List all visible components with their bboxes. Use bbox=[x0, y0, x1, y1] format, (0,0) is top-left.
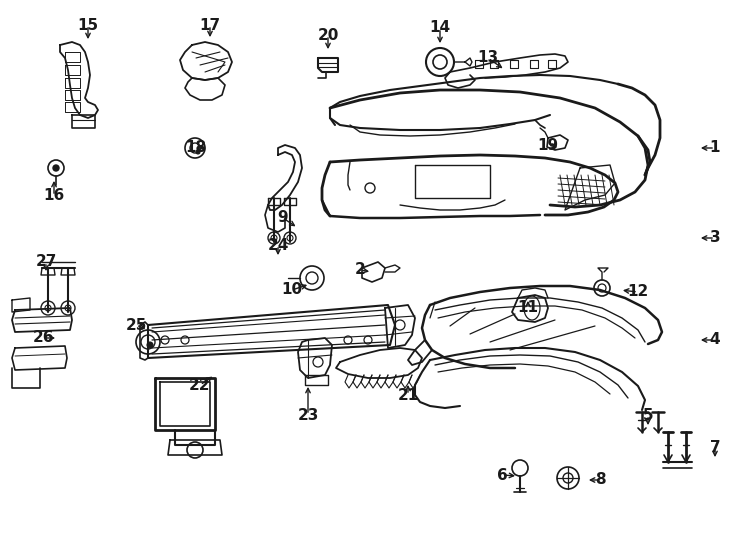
Circle shape bbox=[147, 342, 153, 348]
Text: 16: 16 bbox=[43, 188, 65, 204]
Text: 14: 14 bbox=[429, 21, 451, 36]
Text: 6: 6 bbox=[497, 468, 507, 483]
Text: 10: 10 bbox=[281, 282, 302, 298]
Circle shape bbox=[53, 165, 59, 171]
Text: 19: 19 bbox=[537, 138, 559, 152]
Text: 7: 7 bbox=[710, 441, 720, 456]
Text: 17: 17 bbox=[200, 17, 220, 32]
Text: 2: 2 bbox=[355, 262, 366, 278]
Text: 21: 21 bbox=[397, 388, 418, 402]
Text: 8: 8 bbox=[595, 472, 606, 488]
Text: 22: 22 bbox=[189, 377, 211, 393]
Circle shape bbox=[196, 150, 200, 154]
Text: 27: 27 bbox=[35, 254, 57, 269]
Text: 1: 1 bbox=[710, 140, 720, 156]
Text: 26: 26 bbox=[33, 330, 55, 346]
Text: 12: 12 bbox=[628, 285, 649, 300]
Text: 9: 9 bbox=[277, 211, 288, 226]
Text: 23: 23 bbox=[297, 408, 319, 422]
Text: 15: 15 bbox=[78, 17, 98, 32]
Text: 3: 3 bbox=[710, 231, 720, 246]
Text: 24: 24 bbox=[267, 238, 288, 253]
Text: 11: 11 bbox=[517, 300, 539, 315]
Text: 18: 18 bbox=[186, 140, 206, 156]
Text: 25: 25 bbox=[126, 318, 147, 333]
Text: 4: 4 bbox=[710, 333, 720, 348]
Text: 5: 5 bbox=[643, 408, 653, 422]
Text: 20: 20 bbox=[317, 28, 338, 43]
Text: 13: 13 bbox=[477, 51, 498, 65]
